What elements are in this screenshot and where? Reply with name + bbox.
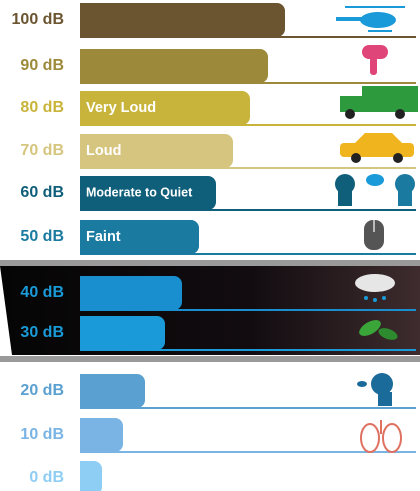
conversation-icon [335,174,415,206]
level-label: 50 dB [20,228,64,245]
mouse-icon [364,220,384,250]
taxi-icon [340,133,414,163]
level-label: 40 dB [20,284,64,301]
level-description: Faint [86,229,121,245]
level-description: Moderate to Quiet [86,185,193,199]
level-bar [80,276,182,310]
level-label: 100 dB [12,11,64,28]
level-label: 20 dB [20,382,64,399]
level-bar-base [80,3,88,37]
decibel-infographic: 100 dB 90 dB 80 dB Very Loud 70 dB Loud 60 dB M… [0,0,420,491]
level-bar [80,49,268,83]
level-bar-base [80,49,88,83]
level-bar [80,374,145,408]
level-bar-base [80,316,88,350]
separator [0,356,420,362]
level-label: 80 dB [20,99,64,116]
separator [0,260,420,266]
level-bar [80,3,285,37]
helicopter-icon [336,7,405,31]
lungs-icon [361,420,401,452]
level-description: Very Loud [86,100,156,116]
level-label: 90 dB [20,57,64,74]
level-bar-base [80,374,88,408]
icons [335,7,418,452]
breathing-icon [357,373,393,406]
level-bar [80,316,165,350]
level-label: 10 dB [20,426,64,443]
level-bar-base [80,418,88,452]
level-label: 60 dB [20,184,64,201]
level-description: Loud [86,143,121,159]
level-label: 70 dB [20,142,64,159]
truck-icon [340,86,418,119]
hair-dryer-icon [362,45,388,75]
level-label: 0 dB [29,469,64,486]
level-label: 30 dB [20,324,64,341]
level-bar-base [80,276,88,310]
level-bar-base [80,461,88,491]
